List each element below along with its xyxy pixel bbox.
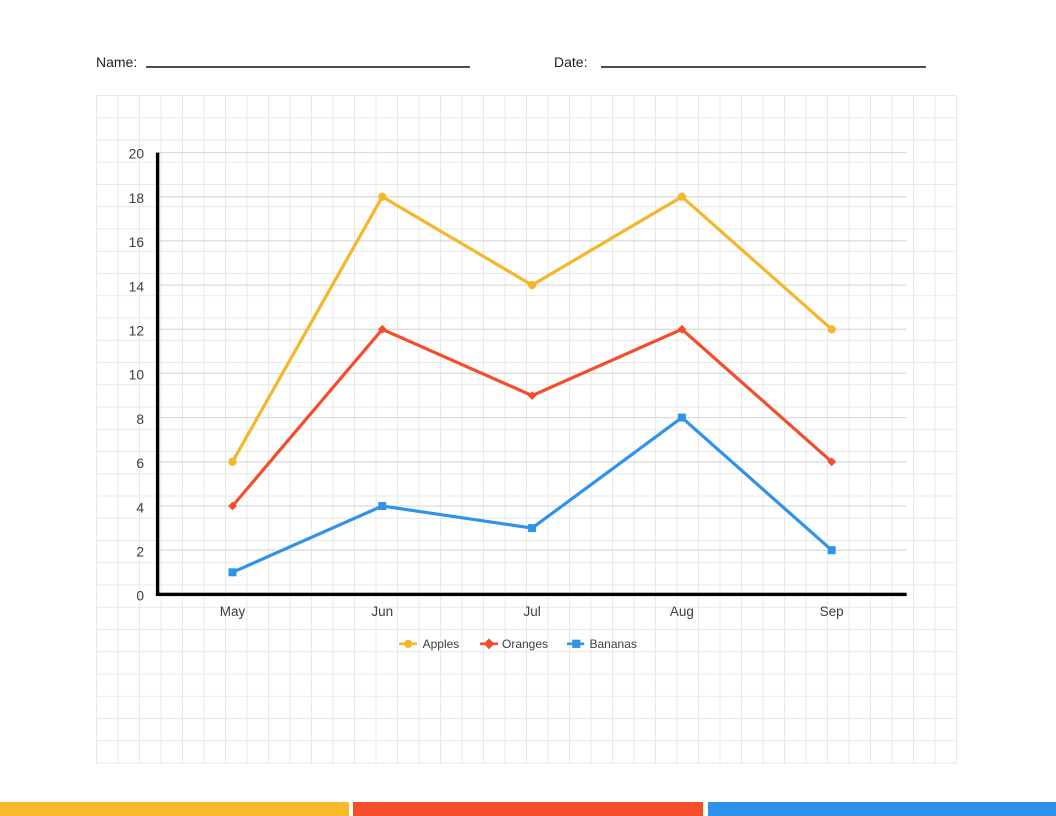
svg-text:Aug: Aug [670,604,694,619]
svg-text:10: 10 [129,368,145,383]
svg-text:4: 4 [136,500,144,515]
svg-text:Jul: Jul [523,604,540,619]
svg-text:12: 12 [129,324,144,339]
svg-text:18: 18 [129,191,145,206]
svg-text:Oranges: Oranges [502,637,548,651]
svg-text:20: 20 [129,147,145,162]
svg-text:Jun: Jun [371,604,393,619]
svg-text:8: 8 [136,412,144,427]
svg-text:16: 16 [129,235,145,250]
svg-text:6: 6 [136,456,144,471]
svg-text:0: 0 [136,589,144,604]
svg-text:Bananas: Bananas [590,637,637,651]
svg-text:Sep: Sep [820,604,844,619]
svg-text:2: 2 [136,545,144,560]
svg-text:May: May [220,604,246,619]
svg-text:14: 14 [129,279,145,294]
svg-text:Apples: Apples [423,637,460,651]
